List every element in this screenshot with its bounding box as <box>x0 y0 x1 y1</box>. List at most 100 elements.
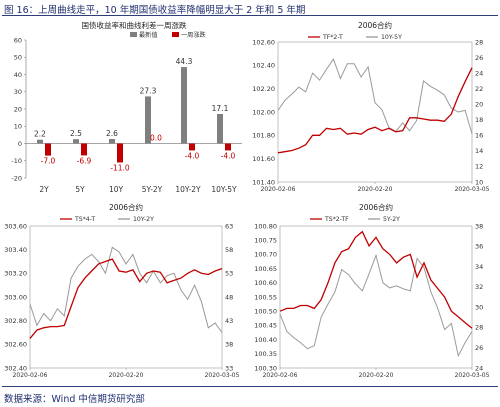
figure-footer: 数据来源：Wind 中信期货研究部 <box>0 386 500 407</box>
data-label-5Y-1: -6.9 <box>77 156 92 165</box>
right-tick-label-9: 28 <box>475 38 483 46</box>
legend-label-0: TS*2-TF <box>324 216 349 223</box>
left-tick-label-6: 100.60 <box>254 279 277 287</box>
plot-frame <box>277 41 473 183</box>
left-tick-label-4: 100.50 <box>254 308 277 316</box>
data-label-2Y-0: 2.2 <box>34 130 46 139</box>
right-tick-label-1: 38 <box>225 341 233 349</box>
bar-10Y-1 <box>117 143 123 163</box>
right-tick-label-0: 33 <box>225 364 233 372</box>
y-tick-label-4: 20 <box>14 105 22 113</box>
right-tick-label-2: 14 <box>475 147 483 155</box>
bar-5Y-1 <box>81 143 87 156</box>
left-tick-label-4: 102.20 <box>252 85 275 93</box>
right-tick-label-4: 53 <box>225 270 233 278</box>
series-line-1 <box>279 253 473 358</box>
left-tick-label-0: 101.40 <box>252 178 275 186</box>
chart-title: 2006合约 <box>359 202 393 212</box>
header-rule <box>2 15 498 16</box>
right-tick-label-2: 43 <box>225 317 233 325</box>
right-tick-label-4: 32 <box>475 283 483 291</box>
legend-label-1: 10Y-5Y <box>381 34 402 41</box>
legend-label-0: TS*4-T <box>74 216 95 223</box>
data-label-5Y-2Y-1: 0.0 <box>150 134 162 143</box>
right-tick-label-6: 63 <box>225 222 233 230</box>
series-line-0 <box>29 258 223 339</box>
left-tick-label-5: 303.40 <box>4 246 27 254</box>
data-label-10Y-5Y-1: -4.0 <box>221 151 236 160</box>
right-tick-label-5: 34 <box>475 263 483 271</box>
left-tick-label-7: 100.65 <box>254 265 277 273</box>
right-tick-label-2: 28 <box>475 324 483 332</box>
x-tick-label-2: 10Y <box>109 185 124 194</box>
legend-label-0: 最新值 <box>139 31 158 39</box>
right-tick-label-6: 36 <box>475 243 483 251</box>
right-tick-label-4: 18 <box>475 116 483 124</box>
left-tick-label-5: 100.55 <box>254 293 277 301</box>
left-tick-label-5: 102.40 <box>252 62 275 70</box>
left-tick-label-6: 102.60 <box>252 38 275 46</box>
right-tick-label-8: 26 <box>475 54 483 62</box>
series-line-1 <box>277 58 473 134</box>
data-label-10Y-5Y-0: 17.1 <box>212 104 229 113</box>
right-tick-label-5: 58 <box>225 246 233 254</box>
y-tick-label-1: -10 <box>11 157 22 165</box>
plot-frame <box>29 225 223 369</box>
legend-swatch-1 <box>172 32 179 37</box>
figure-header: 图 16：上周曲线走平，10 年期国债收益率降幅明显大于 2 年和 5 年期 <box>0 0 500 18</box>
series-line-1 <box>29 246 223 333</box>
y-tick-label-2: 0 <box>18 140 22 148</box>
left-tick-label-0: 100.30 <box>254 364 277 372</box>
data-label-10Y-0: 2.6 <box>106 129 118 138</box>
x-tick-label-1: 2020-02-20 <box>359 372 394 379</box>
chart-title: 2006合约 <box>109 202 143 212</box>
chart-title: 国债收益率和曲线利差一周涨跌 <box>82 20 187 30</box>
x-tick-label-2: 2020-03-05 <box>205 372 240 379</box>
left-tick-label-1: 302.60 <box>4 341 27 349</box>
y-tick-label-6: 40 <box>14 71 22 79</box>
series-line-0 <box>277 67 473 154</box>
legend-label-1: 5Y-2Y <box>383 216 400 223</box>
left-tick-label-3: 100.45 <box>254 322 277 330</box>
legend-swatch-0 <box>130 32 137 37</box>
right-tick-label-3: 16 <box>475 132 483 140</box>
x-tick-label-1: 2020-02-20 <box>109 372 144 379</box>
plot-frame <box>279 225 473 369</box>
legend-label-1: 一周涨跌 <box>181 31 206 39</box>
x-tick-label-2: 2020-03-05 <box>455 372 490 379</box>
right-tick-label-0: 10 <box>475 178 483 186</box>
y-tick-label-7: 50 <box>14 54 22 62</box>
right-tick-label-3: 30 <box>475 303 483 311</box>
right-tick-label-6: 22 <box>475 85 483 93</box>
bar-10Y-5Y-1 <box>225 143 231 151</box>
x-tick-label-3: 5Y-2Y <box>142 185 163 194</box>
line-chart-ts2tf: 2006合约 TS*2-TF 5Y-2Y 100.30 100.35 100.40 100.… <box>254 202 490 379</box>
left-tick-label-6: 303.60 <box>4 222 27 230</box>
bar-10Y-2Y-0 <box>181 67 187 144</box>
data-label-10Y-2Y-0: 44.3 <box>176 57 193 66</box>
x-tick-label-0: 2020-02-06 <box>261 186 296 193</box>
footer-rule <box>2 386 498 387</box>
x-tick-label-0: 2020-02-06 <box>13 372 48 379</box>
data-label-5Y-2Y-0: 27.3 <box>140 86 157 95</box>
bar-10Y-2Y-1 <box>189 143 195 151</box>
right-tick-label-3: 48 <box>225 293 233 301</box>
y-tick-label-0: -20 <box>11 174 22 182</box>
y-tick-label-5: 30 <box>14 88 22 96</box>
bar-2Y-0 <box>37 139 43 144</box>
x-tick-label-2: 2020-03-05 <box>455 186 490 193</box>
chart-title: 2006合约 <box>358 20 392 30</box>
right-tick-label-7: 38 <box>475 222 483 230</box>
right-tick-label-7: 24 <box>475 69 483 77</box>
data-label-2Y-1: -7.0 <box>41 157 56 166</box>
left-tick-label-2: 100.40 <box>254 336 277 344</box>
left-tick-label-2: 302.80 <box>4 317 27 325</box>
x-tick-label-1: 2020-02-20 <box>358 186 393 193</box>
x-tick-label-5: 10Y-5Y <box>211 185 237 194</box>
figure-title: 图 16：上周曲线走平，10 年期国债收益率降幅明显大于 2 年和 5 年期 <box>4 5 306 16</box>
right-tick-label-1: 26 <box>475 344 483 352</box>
x-tick-label-1: 5Y <box>75 185 85 194</box>
source-note: 数据来源：Wind 中信期货研究部 <box>4 394 145 405</box>
legend-label-1: 10Y-2Y <box>133 216 154 223</box>
